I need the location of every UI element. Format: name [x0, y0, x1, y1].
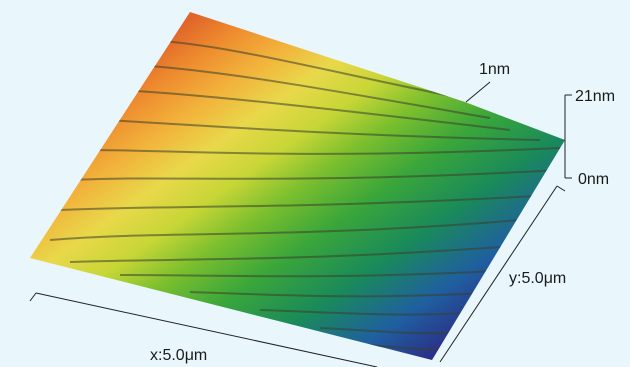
step-edge [134, 64, 491, 119]
step-edge [259, 309, 486, 316]
y-range-label: y:5.0μm [509, 270, 566, 287]
step-edge [69, 244, 531, 263]
x-axis-bracket [29, 292, 378, 367]
step-height-label: 1nm [479, 61, 510, 78]
z-max-label: 21nm [575, 88, 615, 105]
step-edge [59, 194, 556, 211]
step-edge [119, 89, 511, 131]
step-edges [49, 39, 561, 351]
step-edge [189, 291, 501, 298]
step-callout-line [465, 81, 491, 103]
step-edge [119, 269, 516, 278]
step-edge [49, 217, 546, 241]
x-range-label: x:5.0μm [150, 347, 207, 364]
z-scale-bar [564, 94, 572, 179]
step-edge [74, 169, 561, 181]
y-axis-bracket [439, 185, 566, 363]
step-edge [89, 147, 561, 155]
step-edge [104, 119, 541, 141]
step-edge [149, 39, 471, 101]
z-min-label: 0nm [578, 171, 609, 188]
